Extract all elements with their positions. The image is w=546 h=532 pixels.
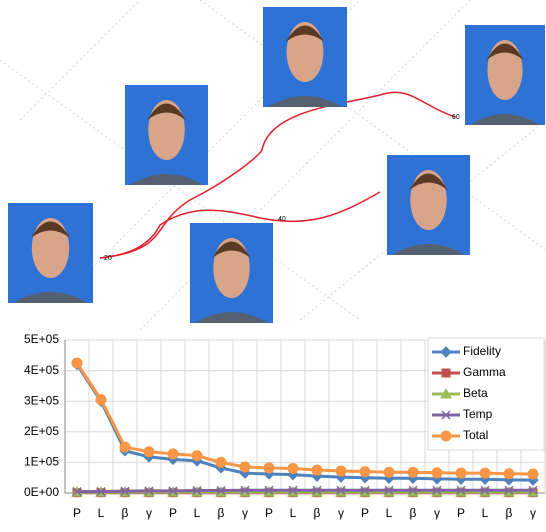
x-tick-label: β bbox=[506, 506, 513, 520]
x-tick-label: P bbox=[73, 506, 81, 520]
marker bbox=[240, 462, 250, 472]
marker bbox=[288, 464, 298, 474]
marker bbox=[168, 449, 178, 459]
marker bbox=[264, 463, 274, 473]
marker bbox=[442, 369, 450, 377]
marker bbox=[528, 469, 538, 479]
legend-label: Gamma bbox=[463, 365, 506, 379]
legend-label: Total bbox=[463, 428, 488, 442]
x-tick-label: L bbox=[194, 506, 201, 520]
marker bbox=[456, 468, 466, 478]
x-tick-label: P bbox=[361, 506, 369, 520]
y-tick-label: 2E+05 bbox=[24, 424, 59, 438]
x-tick-label: L bbox=[98, 506, 105, 520]
page: 20 40 60 0E+00 1E+05 2E+05 3E+05 4E+05 5E+05 P… bbox=[0, 0, 546, 527]
marker bbox=[216, 457, 226, 467]
marker bbox=[120, 442, 130, 452]
x-tick-label: β bbox=[314, 506, 321, 520]
y-tick-label: 0E+00 bbox=[24, 485, 59, 499]
marker bbox=[384, 467, 394, 477]
marker bbox=[432, 468, 442, 478]
marker bbox=[72, 358, 82, 368]
marker bbox=[96, 395, 106, 405]
figure: 20 40 60 0E+00 1E+05 2E+05 3E+05 4E+05 5E+05 P… bbox=[0, 0, 546, 527]
x-tick-label: P bbox=[169, 506, 177, 520]
y-tick-label: 5E+05 bbox=[24, 332, 59, 346]
marker bbox=[144, 447, 154, 457]
legend-label: Beta bbox=[463, 386, 488, 400]
x-tick-label: L bbox=[290, 506, 297, 520]
x-tick-label: P bbox=[265, 506, 273, 520]
face-images bbox=[8, 7, 545, 323]
marker bbox=[336, 466, 346, 476]
marker bbox=[480, 468, 490, 478]
trajectory-label: 20 bbox=[104, 255, 112, 262]
trajectory-label: 40 bbox=[278, 216, 286, 223]
marker bbox=[441, 431, 451, 441]
y-tick-label: 4E+05 bbox=[24, 363, 59, 377]
x-tick-label: β bbox=[122, 506, 129, 520]
marker bbox=[360, 467, 370, 477]
trajectory-label: 60 bbox=[452, 114, 460, 121]
marker bbox=[408, 467, 418, 477]
x-tick-label: P bbox=[457, 506, 465, 520]
marker bbox=[312, 465, 322, 475]
x-tick-label: L bbox=[482, 506, 489, 520]
series-line bbox=[77, 490, 533, 491]
x-tick-label: γ bbox=[530, 506, 536, 520]
x-tick-label: γ bbox=[338, 506, 344, 520]
x-tick-label: β bbox=[218, 506, 225, 520]
y-tick-label: 1E+05 bbox=[24, 455, 59, 469]
x-tick-label: γ bbox=[242, 506, 248, 520]
x-tick-label: γ bbox=[146, 506, 152, 520]
y-tick-label: 3E+05 bbox=[24, 393, 59, 407]
x-tick-label: L bbox=[386, 506, 393, 520]
x-tick-label: γ bbox=[434, 506, 440, 520]
marker bbox=[192, 451, 202, 461]
x-tick-label: β bbox=[410, 506, 417, 520]
legend-label: Temp bbox=[463, 407, 493, 421]
legend-label: Fidelity bbox=[463, 344, 501, 358]
marker bbox=[504, 469, 514, 479]
